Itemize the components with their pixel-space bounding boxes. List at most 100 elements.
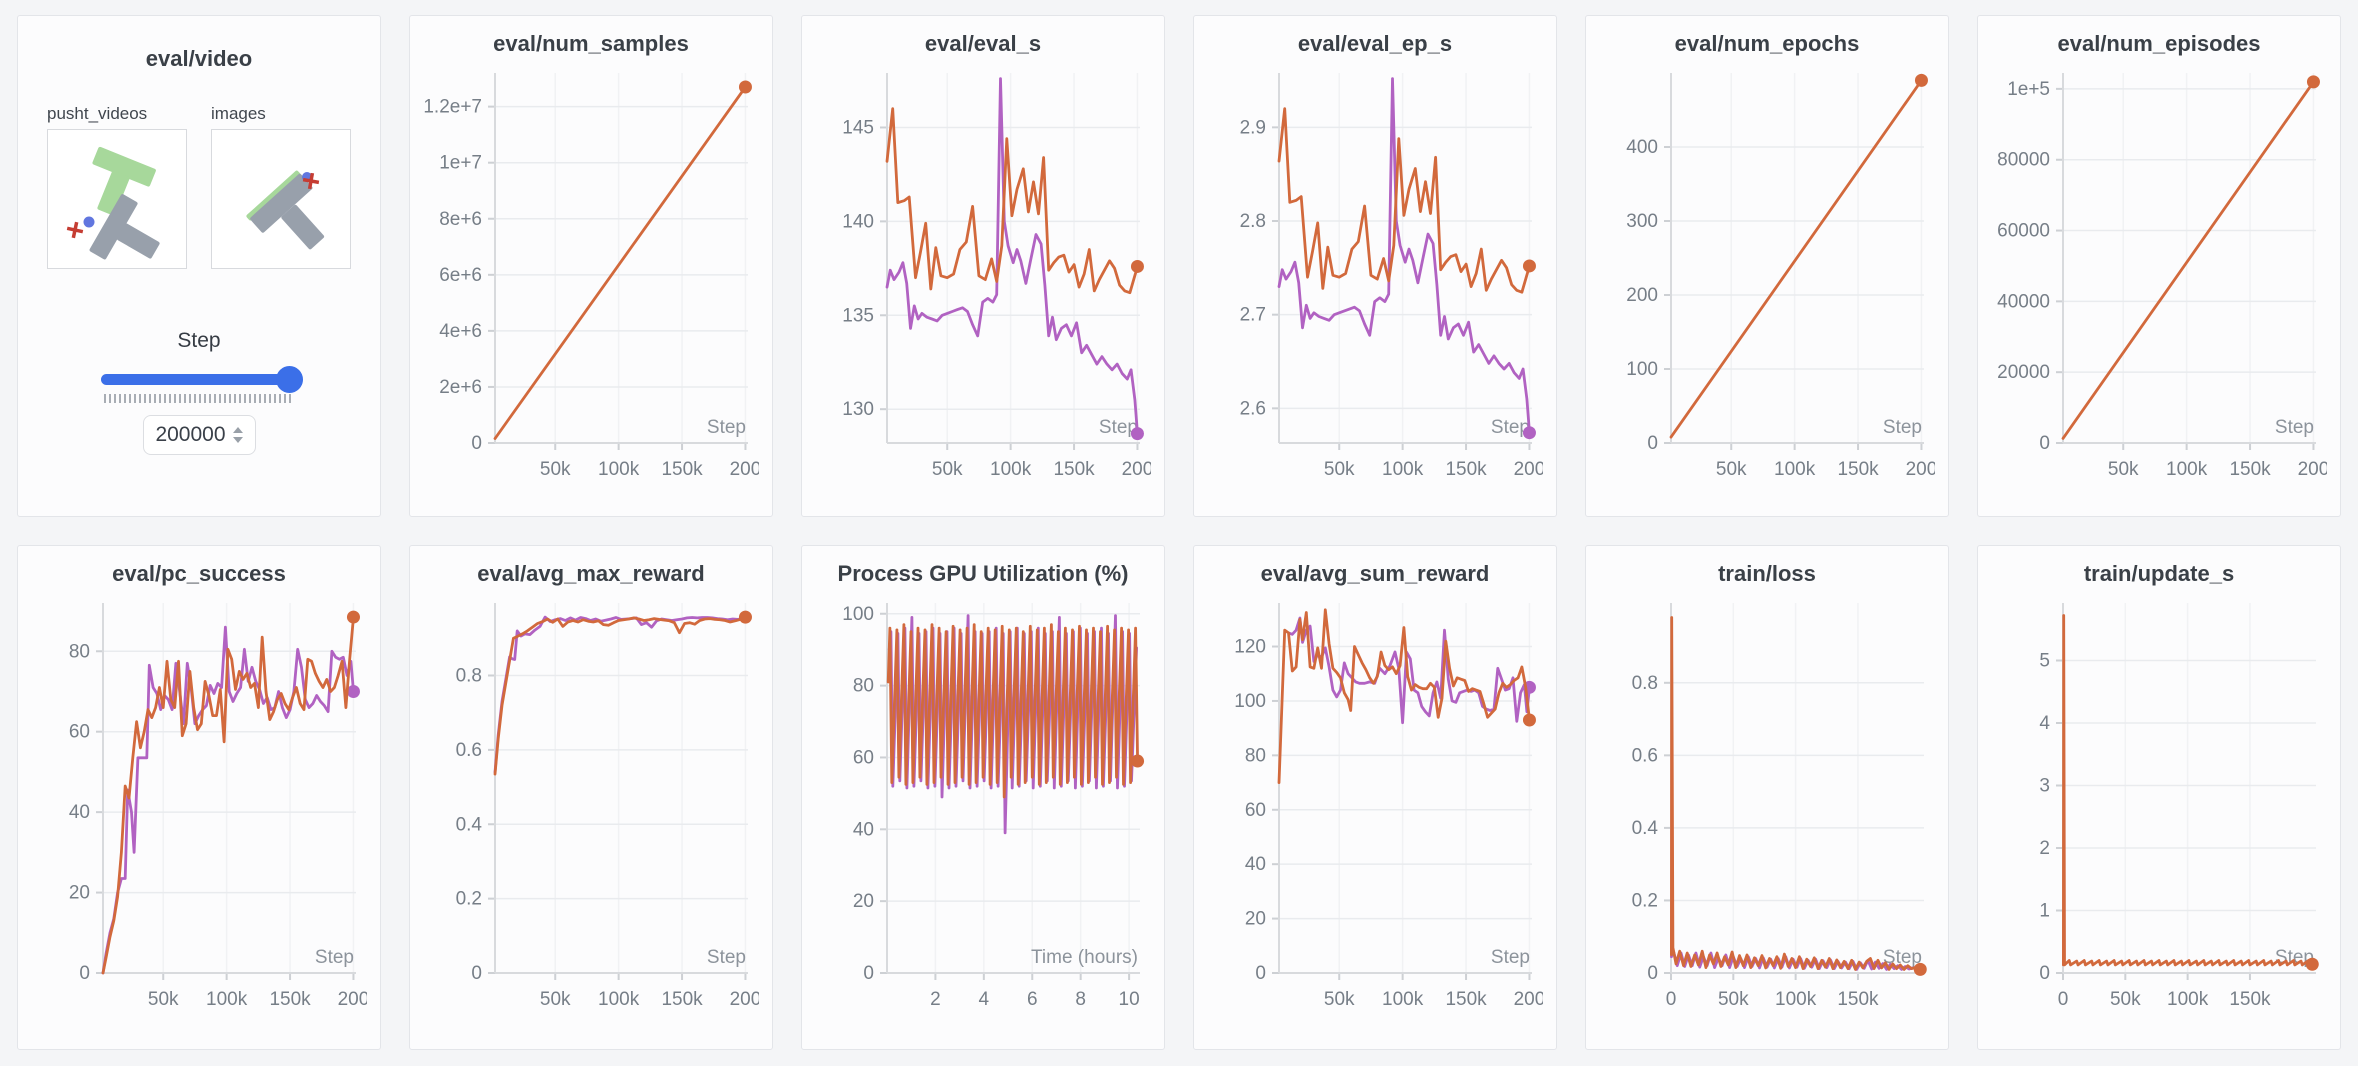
svg-text:80: 80: [69, 641, 90, 662]
panel-title: eval/avg_sum_reward: [1260, 561, 1490, 586]
pusht-env-render: [66, 146, 160, 260]
svg-text:100k: 100k: [990, 459, 1032, 480]
svg-text:60: 60: [69, 722, 90, 743]
step-number-input[interactable]: 200000: [142, 415, 256, 455]
svg-text:2.7: 2.7: [1240, 305, 1266, 326]
pusht-agent-dot: [83, 216, 95, 228]
svg-text:50k: 50k: [540, 989, 571, 1010]
svg-text:0: 0: [1255, 963, 1266, 984]
svg-text:100: 100: [1626, 359, 1658, 380]
svg-text:100k: 100k: [598, 989, 640, 1010]
eval-num-episodes-chart[interactable]: 50k 100k 150k 200 0 20000 40000 60000 80000 1e+5 S…: [1991, 63, 2327, 489]
svg-text:60: 60: [853, 747, 874, 768]
svg-text:50k: 50k: [1324, 459, 1355, 480]
svg-text:145: 145: [842, 117, 874, 138]
svg-text:100: 100: [1234, 691, 1266, 712]
svg-text:6: 6: [1027, 989, 1038, 1010]
panel-eval-video: eval/video pusht_videos: [17, 15, 381, 517]
svg-text:0.4: 0.4: [456, 814, 483, 835]
svg-text:0: 0: [2058, 989, 2069, 1010]
panel-eval-num-episodes: eval/num_episodes 50k 100k 150k 200 0 20000 40…: [1977, 15, 2341, 517]
svg-text:40: 40: [1245, 854, 1266, 875]
svg-text:80000: 80000: [1997, 150, 2050, 171]
svg-text:400: 400: [1626, 137, 1658, 158]
step-slider[interactable]: [101, 365, 303, 393]
svg-text:Step: Step: [315, 947, 354, 968]
panel-title: eval/eval_s: [924, 31, 1042, 56]
svg-text:Step: Step: [1883, 417, 1922, 438]
pusht-block-t-shape: [89, 194, 160, 260]
svg-text:150k: 150k: [1837, 459, 1879, 480]
svg-text:1e+5: 1e+5: [2007, 79, 2050, 100]
svg-text:3: 3: [2039, 776, 2050, 797]
svg-text:150k: 150k: [1445, 459, 1487, 480]
svg-text:150k: 150k: [2229, 989, 2271, 1010]
svg-text:150k: 150k: [269, 989, 311, 1010]
svg-text:0: 0: [1647, 433, 1658, 454]
eval-avg-sum-reward-chart[interactable]: 50k 100k 150k 200 0 20 40 60 80 100 120 Step: [1207, 593, 1543, 1019]
stepper-down-icon[interactable]: [232, 437, 243, 443]
slider-handle[interactable]: [276, 366, 303, 393]
eval-eval-s-chart[interactable]: 50k 100k 150k 200 130 135 140 145 Step: [815, 63, 1151, 489]
svg-text:0.2: 0.2: [456, 889, 482, 910]
panel-eval-avg-max-reward: eval/avg_max_reward 50k 100k 150k 200 0 0.2 0.…: [409, 545, 773, 1050]
svg-text:Step: Step: [707, 947, 746, 968]
pusht-target-t-shape: [92, 146, 156, 216]
panel-eval-num-samples: eval/num_samples 50k 100k 150k 200 0 2e+6 4e+6…: [409, 15, 773, 517]
svg-text:0.4: 0.4: [1632, 818, 1659, 839]
svg-text:8e+6: 8e+6: [439, 209, 482, 230]
svg-text:50k: 50k: [1718, 989, 1749, 1010]
svg-text:0: 0: [1666, 989, 1677, 1010]
images-thumbnail[interactable]: [211, 129, 351, 269]
svg-text:80: 80: [1245, 745, 1266, 766]
stepper-arrows: [232, 427, 243, 443]
panel-title: eval/video: [145, 46, 253, 71]
panel-title: train/update_s: [2083, 561, 2235, 586]
svg-text:40000: 40000: [1997, 291, 2050, 312]
svg-text:200: 200: [1514, 459, 1543, 480]
pusht-target-edge: [246, 170, 301, 221]
svg-text:Step: Step: [1491, 417, 1530, 438]
eval-pc-success-chart[interactable]: 50k 100k 150k 200 0 20 40 60 80 Step: [31, 593, 367, 1019]
media-key-label: images: [211, 104, 266, 123]
svg-text:100k: 100k: [206, 989, 248, 1010]
media-key-label: pusht_videos: [47, 104, 148, 123]
panel-eval-eval-ep-s: eval/eval_ep_s 50k 100k 150k 200 2.6 2.7 2.8 2.…: [1193, 15, 1557, 517]
step-value: 200000: [155, 423, 226, 446]
step-slider-label: Step: [177, 329, 221, 352]
svg-text:2: 2: [930, 989, 941, 1010]
panel-eval-num-epochs: eval/num_epochs 50k 100k 150k 200 0 100 200 300…: [1585, 15, 1949, 517]
svg-text:0: 0: [2039, 963, 2050, 984]
svg-text:Step: Step: [707, 417, 746, 438]
slider-tick-marks: [104, 394, 294, 403]
svg-text:200: 200: [730, 989, 759, 1010]
stepper-up-icon[interactable]: [232, 427, 243, 433]
svg-text:0: 0: [1647, 963, 1658, 984]
panel-title: eval/num_epochs: [1674, 31, 1860, 56]
panel-eval-pc-success: eval/pc_success 50k 100k 150k 200 0 20 40 60 80 S…: [17, 545, 381, 1050]
eval-avg-max-reward-chart[interactable]: 50k 100k 150k 200 0 0.2 0.4 0.6 0.8 Step: [423, 593, 759, 1019]
slider-track[interactable]: [101, 374, 297, 385]
pusht-block-t-shape: [250, 173, 325, 250]
svg-text:2e+6: 2e+6: [439, 377, 482, 398]
pusht-video-thumbnail[interactable]: [47, 129, 187, 269]
svg-text:50k: 50k: [540, 459, 571, 480]
svg-text:1e+7: 1e+7: [439, 153, 482, 174]
svg-text:2.6: 2.6: [1240, 398, 1266, 419]
svg-text:0: 0: [471, 963, 482, 984]
panel-title: eval/num_episodes: [2057, 31, 2261, 56]
svg-text:100k: 100k: [2167, 989, 2209, 1010]
eval-num-samples-chart[interactable]: 50k 100k 150k 200 0 2e+6 4e+6 6e+6 8e+6 1e+7 1.2e+…: [423, 63, 759, 489]
eval-num-epochs-chart[interactable]: 50k 100k 150k 200 0 100 200 300 400 Step: [1599, 63, 1935, 489]
svg-text:50k: 50k: [1716, 459, 1747, 480]
svg-text:150k: 150k: [1053, 459, 1095, 480]
panel-train-update-s: train/update_s 0 50k 100k 150k 0 1 2 3 4 5 Step: [1977, 545, 2341, 1050]
svg-text:200: 200: [1626, 285, 1658, 306]
svg-text:Step: Step: [1491, 947, 1530, 968]
panel-eval-eval-s: eval/eval_s 50k 100k 150k 200 130 135 140 145 St…: [801, 15, 1165, 517]
eval-eval-ep-s-chart[interactable]: 50k 100k 150k 200 2.6 2.7 2.8 2.9 Step: [1207, 63, 1543, 489]
